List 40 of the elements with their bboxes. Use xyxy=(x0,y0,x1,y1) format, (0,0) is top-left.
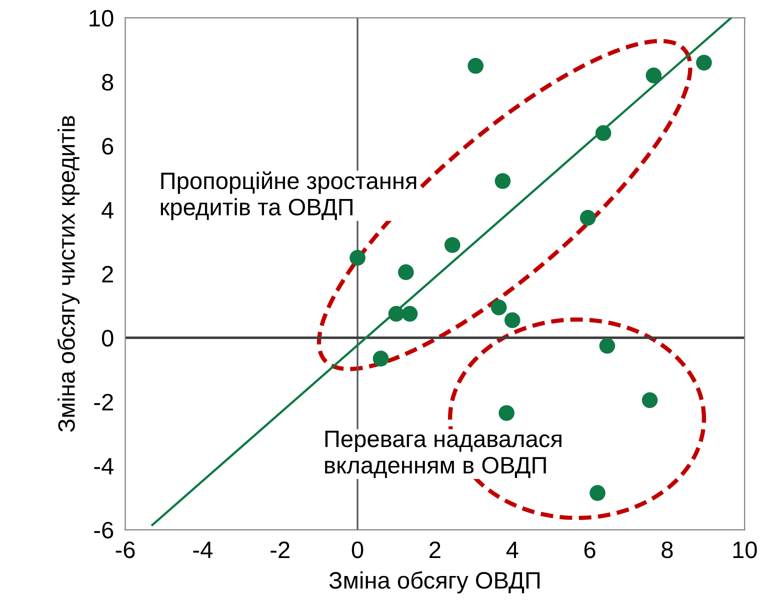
x-tick-label: 6 xyxy=(584,541,596,558)
point xyxy=(444,237,460,253)
point xyxy=(372,350,389,367)
x-tick-label: 2 xyxy=(430,541,440,558)
point xyxy=(498,405,514,421)
point xyxy=(595,125,612,141)
x-tick-label: 8 xyxy=(662,541,673,558)
point xyxy=(696,54,712,71)
y-tick-label: -6 xyxy=(94,522,114,539)
y-tick-label: 8 xyxy=(102,74,114,91)
point xyxy=(504,312,520,328)
point xyxy=(642,392,658,408)
y-tick-label: 10 xyxy=(90,10,114,27)
annotation: Перевага надавалася вкладенням в ОВДП xyxy=(325,430,562,478)
x-axis-title: Зміна обсягу ОВДП xyxy=(329,571,540,594)
point xyxy=(599,338,616,354)
point xyxy=(388,306,404,322)
y-axis-title: Зміна обсягу чистих кредитів xyxy=(57,116,80,432)
y-tick-label: -4 xyxy=(94,458,114,474)
x-tick-label: 4 xyxy=(506,542,518,558)
y-tick-label: 6 xyxy=(102,138,114,155)
x-tick-label: -6 xyxy=(116,541,135,558)
x-tick-label: 0 xyxy=(352,541,364,558)
point xyxy=(350,250,366,266)
point xyxy=(402,306,418,322)
y-tick-label: 4 xyxy=(102,202,114,218)
point xyxy=(590,485,606,501)
point xyxy=(398,264,414,280)
point xyxy=(490,299,507,316)
y-tick-label: -2 xyxy=(94,394,113,410)
x-tick-label: -4 xyxy=(193,542,213,558)
y-tick-label: 2 xyxy=(102,266,113,282)
annotation: Пропорційне зростання кредитів та ОВДП xyxy=(160,171,416,220)
point xyxy=(468,58,484,74)
x-tick-label: -2 xyxy=(270,541,290,558)
point xyxy=(646,68,662,84)
point xyxy=(580,210,596,226)
x-tick-label: 10 xyxy=(733,541,757,558)
y-tick-label: 0 xyxy=(102,330,114,347)
point xyxy=(494,173,511,189)
